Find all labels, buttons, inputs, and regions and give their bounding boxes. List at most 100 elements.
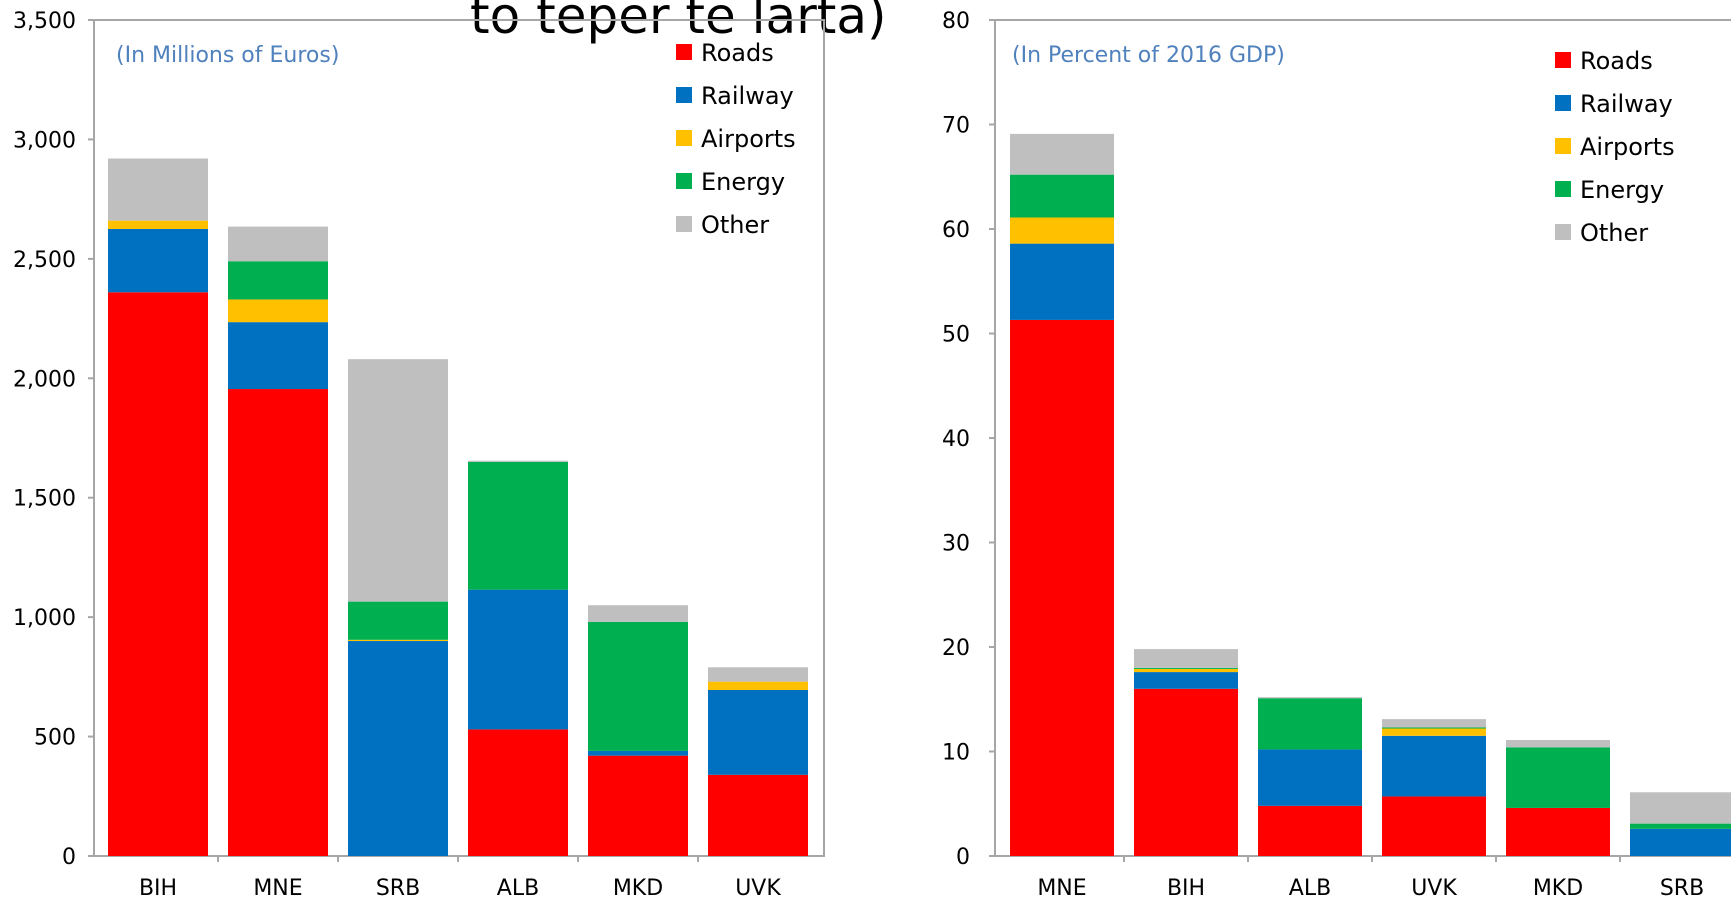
bar-segment-energy bbox=[1382, 727, 1486, 728]
legend-label-roads: Roads bbox=[1580, 47, 1653, 75]
bar-segment-energy bbox=[1258, 698, 1362, 749]
legend-swatch-airports bbox=[676, 130, 692, 146]
y-tick-label: 70 bbox=[942, 114, 970, 139]
bar-segment-airports bbox=[1010, 218, 1114, 244]
legend-label-airports: Airports bbox=[701, 125, 796, 153]
y-tick-label: 60 bbox=[942, 218, 970, 243]
bar-segment-other bbox=[588, 605, 688, 622]
bar-segment-railway bbox=[588, 751, 688, 756]
bar-segment-other bbox=[1382, 719, 1486, 727]
legend-swatch-airports bbox=[1555, 138, 1571, 154]
chart-subtitle: (In Millions of Euros) bbox=[116, 43, 339, 68]
legend-label-energy: Energy bbox=[1580, 176, 1664, 204]
y-tick-label: 80 bbox=[942, 9, 970, 34]
bar-segment-other bbox=[1134, 649, 1238, 668]
bar-segment-railway bbox=[1630, 829, 1731, 856]
y-tick-label: 20 bbox=[942, 636, 970, 661]
x-tick-label: MKD bbox=[613, 876, 663, 901]
bar-segment-airports bbox=[1382, 729, 1486, 736]
x-tick-label: ALB bbox=[497, 876, 539, 901]
y-tick-label: 0 bbox=[956, 845, 970, 870]
y-tick-label: 40 bbox=[942, 427, 970, 452]
legend-label-other: Other bbox=[701, 211, 769, 239]
bar-segment-roads bbox=[1010, 320, 1114, 856]
y-tick-label: 50 bbox=[942, 323, 970, 348]
bar-segment-railway bbox=[1134, 672, 1238, 689]
y-tick-label: 500 bbox=[34, 726, 76, 751]
bar-segment-energy bbox=[348, 602, 448, 640]
x-tick-label: SRB bbox=[376, 876, 420, 901]
bar-segment-railway bbox=[1010, 244, 1114, 320]
legend-swatch-railway bbox=[676, 87, 692, 103]
legend-swatch-other bbox=[1555, 224, 1571, 240]
bar-segment-railway bbox=[1258, 749, 1362, 805]
y-tick-label: 1,000 bbox=[13, 606, 76, 631]
x-tick-label: ALB bbox=[1289, 876, 1331, 901]
bar-segment-roads bbox=[108, 292, 208, 856]
chart-right-percent-gdp: 0 10 20 30 40 50 60 70 80 MNE BIH ALB UVK MKD SRB (In P… bbox=[942, 9, 1731, 901]
y-tick-label: 2,500 bbox=[13, 248, 76, 273]
x-tick-label: BIH bbox=[1167, 876, 1205, 901]
y-tick-label: 3,500 bbox=[13, 9, 76, 34]
legend-label-other: Other bbox=[1580, 219, 1648, 247]
legend-swatch-roads bbox=[676, 44, 692, 60]
bar-segment-other bbox=[1258, 697, 1362, 698]
bar-segment-roads bbox=[1258, 806, 1362, 856]
x-tick-label: MKD bbox=[1533, 876, 1583, 901]
bar-segment-energy bbox=[588, 622, 688, 751]
bar-segment-other bbox=[348, 359, 448, 601]
x-tick-label: MNE bbox=[253, 876, 302, 901]
bar-segment-railway bbox=[348, 641, 448, 856]
legend-swatch-energy bbox=[676, 173, 692, 189]
bar-segment-roads bbox=[1382, 796, 1486, 856]
y-tick-label: 10 bbox=[942, 741, 970, 766]
x-tick-label: MNE bbox=[1037, 876, 1086, 901]
bar-segment-railway bbox=[468, 590, 568, 730]
bar-segment-railway bbox=[108, 229, 208, 292]
chart-subtitle: (In Percent of 2016 GDP) bbox=[1012, 43, 1285, 68]
bar-segment-airports bbox=[228, 299, 328, 322]
bar-segment-energy bbox=[468, 462, 568, 590]
x-tick-label: UVK bbox=[1411, 876, 1457, 901]
legend-label-railway: Railway bbox=[1580, 90, 1673, 118]
x-tick-label: SRB bbox=[1660, 876, 1704, 901]
x-tick-label: UVK bbox=[735, 876, 781, 901]
bar-segment-other bbox=[708, 667, 808, 681]
bar-segment-airports bbox=[1134, 669, 1238, 672]
legend-label-energy: Energy bbox=[701, 168, 785, 196]
bar-segment-energy bbox=[228, 261, 328, 299]
legend-swatch-railway bbox=[1555, 95, 1571, 111]
bar-segment-roads bbox=[1506, 808, 1610, 856]
bar-segment-other bbox=[108, 159, 208, 221]
bar-segment-airports bbox=[348, 640, 448, 641]
legend-swatch-other bbox=[676, 216, 692, 232]
bar-segment-roads bbox=[468, 729, 568, 856]
bar-segment-roads bbox=[708, 775, 808, 856]
bar-segment-airports bbox=[708, 682, 808, 690]
y-tick-label: 30 bbox=[942, 532, 970, 557]
bar-segment-energy bbox=[1010, 175, 1114, 218]
bar-segment-energy bbox=[1506, 747, 1610, 808]
bar-segment-other bbox=[1506, 740, 1610, 747]
bar-segment-energy bbox=[1134, 668, 1238, 669]
bar-segment-railway bbox=[1382, 736, 1486, 797]
bar-segment-other bbox=[1010, 134, 1114, 175]
y-tick-label: 0 bbox=[62, 845, 76, 870]
bar-segment-railway bbox=[708, 690, 808, 775]
bar-segment-roads bbox=[228, 389, 328, 856]
y-tick-label: 2,000 bbox=[13, 367, 76, 392]
bar-segment-roads bbox=[1134, 689, 1238, 856]
bar-segment-airports bbox=[108, 221, 208, 229]
bar-segment-railway bbox=[228, 322, 328, 389]
bar-segment-other bbox=[1630, 792, 1731, 823]
y-tick-label: 1,500 bbox=[13, 487, 76, 512]
bar-segment-other bbox=[228, 227, 328, 262]
legend-label-roads: Roads bbox=[701, 39, 774, 67]
bar-segment-energy bbox=[1630, 824, 1731, 829]
bar-segment-other bbox=[468, 461, 568, 462]
bar-segment-roads bbox=[588, 756, 688, 856]
legend-swatch-roads bbox=[1555, 52, 1571, 68]
chart-left-millions-euros: 0 500 1,000 1,500 2,000 2,500 3,000 3,500 BIH MNE… bbox=[13, 9, 824, 901]
y-tick-label: 3,000 bbox=[13, 128, 76, 153]
